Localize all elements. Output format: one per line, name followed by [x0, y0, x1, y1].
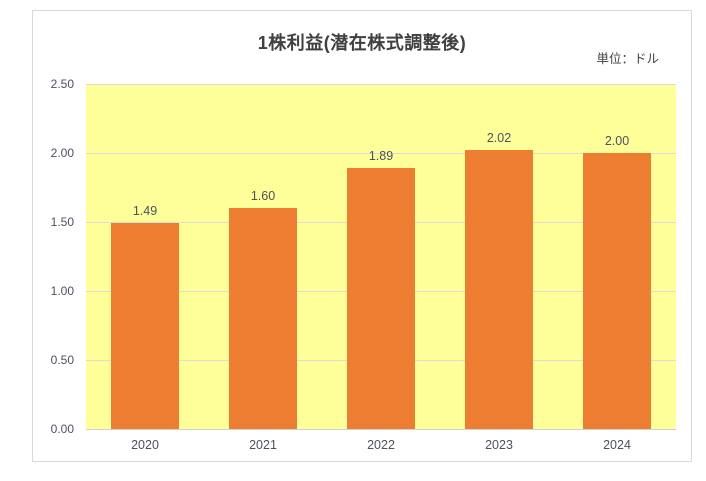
x-axis-labels: 2020 2021 2022 2023 2024: [86, 438, 676, 456]
unit-label: 単位：ドル: [596, 52, 659, 66]
bar-group: 1.60: [204, 84, 322, 429]
gridline: [86, 84, 676, 85]
bar: [347, 168, 415, 429]
bar: [583, 153, 651, 429]
plot-area: 1.49 1.60 1.89 2.02 2.00: [86, 84, 676, 430]
x-tick-label: 2022: [367, 438, 395, 452]
y-tick-label: 2.50: [50, 77, 74, 91]
bar-group: 2.00: [558, 84, 676, 429]
bar-group: 1.49: [86, 84, 204, 429]
bar: [229, 208, 297, 429]
x-tick-label: 2020: [131, 438, 159, 452]
y-tick-label: 2.00: [50, 146, 74, 160]
bar: [111, 223, 179, 429]
x-axis-line: [86, 429, 676, 430]
bar-group: 2.02: [440, 84, 558, 429]
chart-frame: 1株利益(潜在株式調整後) 単位：ドル 1.49 1.60 1.89 2.02 2.00…: [32, 10, 692, 462]
gridline: [86, 153, 676, 154]
x-tick-label: 2021: [249, 438, 277, 452]
bar-value-label: 1.89: [368, 149, 394, 164]
x-tick-label: 2023: [485, 438, 513, 452]
chart-title: 1株利益(潜在株式調整後): [257, 33, 467, 53]
y-tick-label: 0.00: [50, 422, 74, 436]
bar-value-label: 1.49: [132, 204, 158, 219]
bar: [465, 150, 533, 429]
bar-value-label: 2.00: [604, 134, 630, 148]
y-tick-label: 1.50: [50, 215, 74, 229]
x-tick-label: 2024: [603, 438, 631, 452]
bar-value-label: 1.60: [250, 189, 276, 204]
bar-value-label: 2.02: [486, 131, 512, 146]
y-tick-label: 0.50: [50, 353, 74, 367]
bar-group: 1.89: [322, 84, 440, 429]
y-tick-label: 1.00: [50, 284, 74, 298]
